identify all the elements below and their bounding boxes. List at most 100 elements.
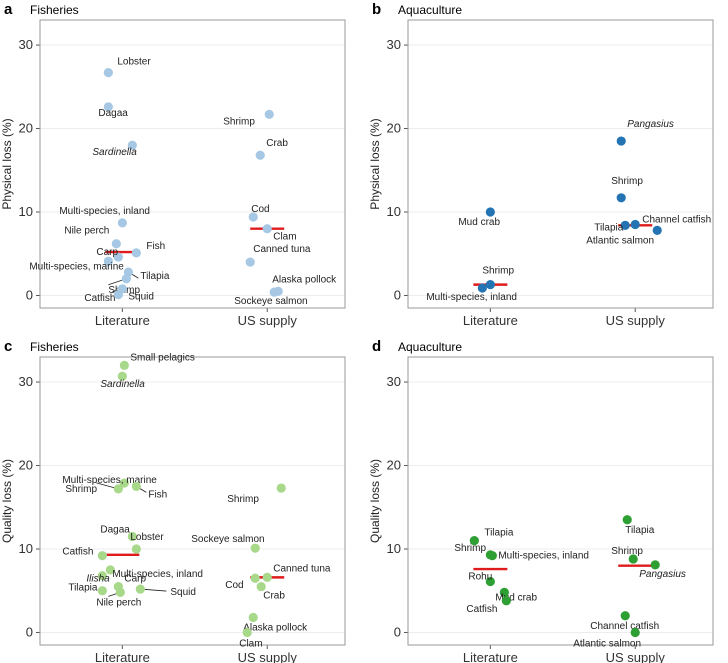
data-point <box>127 140 137 150</box>
panel-title: Aquaculture <box>398 340 462 354</box>
data-point <box>652 225 662 235</box>
data-point <box>97 586 107 596</box>
data-point <box>620 220 630 230</box>
data-point <box>485 576 495 587</box>
panel-title: Aquaculture <box>398 3 462 17</box>
data-point <box>103 67 113 78</box>
point-label: Squid <box>128 292 154 303</box>
panel-title: Fisheries <box>30 340 79 354</box>
data-point <box>105 565 115 575</box>
data-point <box>119 360 129 370</box>
point-label: Lobster <box>117 57 151 68</box>
data-point <box>628 554 638 564</box>
point-label: Cod <box>251 204 269 215</box>
y-axis-label: Physical loss (%) <box>0 118 14 209</box>
data-point <box>113 252 123 262</box>
point-label: Atlantic salmon <box>573 638 641 649</box>
point-label: Fish <box>148 489 167 500</box>
point-label: Sockeye salmon <box>234 296 307 307</box>
data-point <box>499 587 509 598</box>
plot-frame <box>39 356 346 646</box>
point-label: Tilapia <box>484 528 514 539</box>
data-point <box>622 515 632 525</box>
point-label: Fish <box>146 241 165 252</box>
data-point <box>487 551 497 561</box>
y-tick-label: 30 <box>387 37 401 52</box>
point-label: Shrimp <box>611 546 643 557</box>
data-point <box>469 536 479 546</box>
point-label: Lobster <box>130 532 164 543</box>
panel-letter: d <box>372 338 381 355</box>
data-point <box>630 627 640 638</box>
point-label: Shrimp <box>611 176 643 187</box>
point-label: Rohu <box>468 572 492 583</box>
y-axis-label: Quality loss (%) <box>368 459 382 543</box>
panel-b: 0 10 20 30 Literature US supply b Aquaculture Ph… <box>368 1 714 328</box>
point-label: Tilapia <box>140 271 170 282</box>
data-point <box>650 560 660 570</box>
point-label: Tilapia <box>625 525 655 536</box>
data-point <box>131 481 141 491</box>
data-point <box>117 371 127 381</box>
data-point <box>117 218 127 228</box>
point-label: Carp <box>96 247 118 258</box>
data-point <box>103 256 113 266</box>
y-tick-label: 10 <box>19 541 33 556</box>
point-label: Multi-species, marine <box>62 475 157 486</box>
panel-letter: b <box>372 1 381 18</box>
x-tick-label: US supply <box>606 313 666 328</box>
y-tick-label: 20 <box>19 458 33 473</box>
y-tick-label: 10 <box>19 204 33 219</box>
panel-a: 0 10 20 30 Literature US supply a Fisheries Phys… <box>0 1 346 328</box>
point-label: Sardinella <box>92 147 137 158</box>
data-point <box>135 584 145 594</box>
plot-frame <box>39 19 346 309</box>
point-label: Clam <box>273 232 296 243</box>
y-tick-label: 0 <box>394 287 401 302</box>
point-label: Multi-species, marine <box>29 261 124 272</box>
y-tick-label: 10 <box>387 541 401 556</box>
point-label: Tilapia <box>594 222 624 233</box>
data-point <box>113 290 123 300</box>
y-tick-label: 30 <box>19 374 33 389</box>
data-point <box>119 478 129 488</box>
data-point <box>127 531 137 542</box>
data-point <box>620 611 630 621</box>
x-tick-label: Literature <box>463 313 518 328</box>
point-label: Shrimp <box>482 266 514 277</box>
data-point <box>97 551 107 561</box>
point-label: Alaska pollock <box>272 274 337 285</box>
data-point <box>501 596 511 606</box>
panel-title: Fisheries <box>30 3 79 17</box>
point-label: Multi-species, inland <box>426 292 517 303</box>
y-axis-label: Quality loss (%) <box>0 459 14 543</box>
data-point <box>255 150 265 160</box>
point-label: Small pelagics <box>130 352 194 363</box>
data-point <box>264 109 274 119</box>
data-point <box>616 193 626 203</box>
plot-frame <box>407 19 714 309</box>
data-point <box>250 573 260 583</box>
data-point <box>111 239 121 249</box>
y-tick-label: 0 <box>394 624 401 639</box>
panel-c: 0 10 20 30 Literature US supply c Fisheries Qual… <box>0 338 346 663</box>
plot-frame <box>407 356 714 646</box>
point-label: Pangasius <box>639 569 686 580</box>
point-label: Shrimp <box>227 494 259 505</box>
point-label: Multi-species, inland <box>498 551 589 562</box>
data-point <box>630 219 640 230</box>
data-point <box>485 280 495 290</box>
point-label: Multi-species, inland <box>59 206 150 217</box>
point-label: Shrimp <box>65 484 97 495</box>
point-label: Canned tuna <box>253 244 311 255</box>
data-point <box>262 572 272 582</box>
point-label: Catfish <box>84 293 115 304</box>
x-tick-label: Literature <box>95 650 150 663</box>
point-label: Clam <box>239 638 262 649</box>
data-point <box>276 483 286 493</box>
point-label: Dagaa <box>98 108 128 119</box>
y-tick-label: 20 <box>19 121 33 136</box>
point-label: Nile perch <box>96 597 141 608</box>
point-label: Shrimp <box>454 543 486 554</box>
